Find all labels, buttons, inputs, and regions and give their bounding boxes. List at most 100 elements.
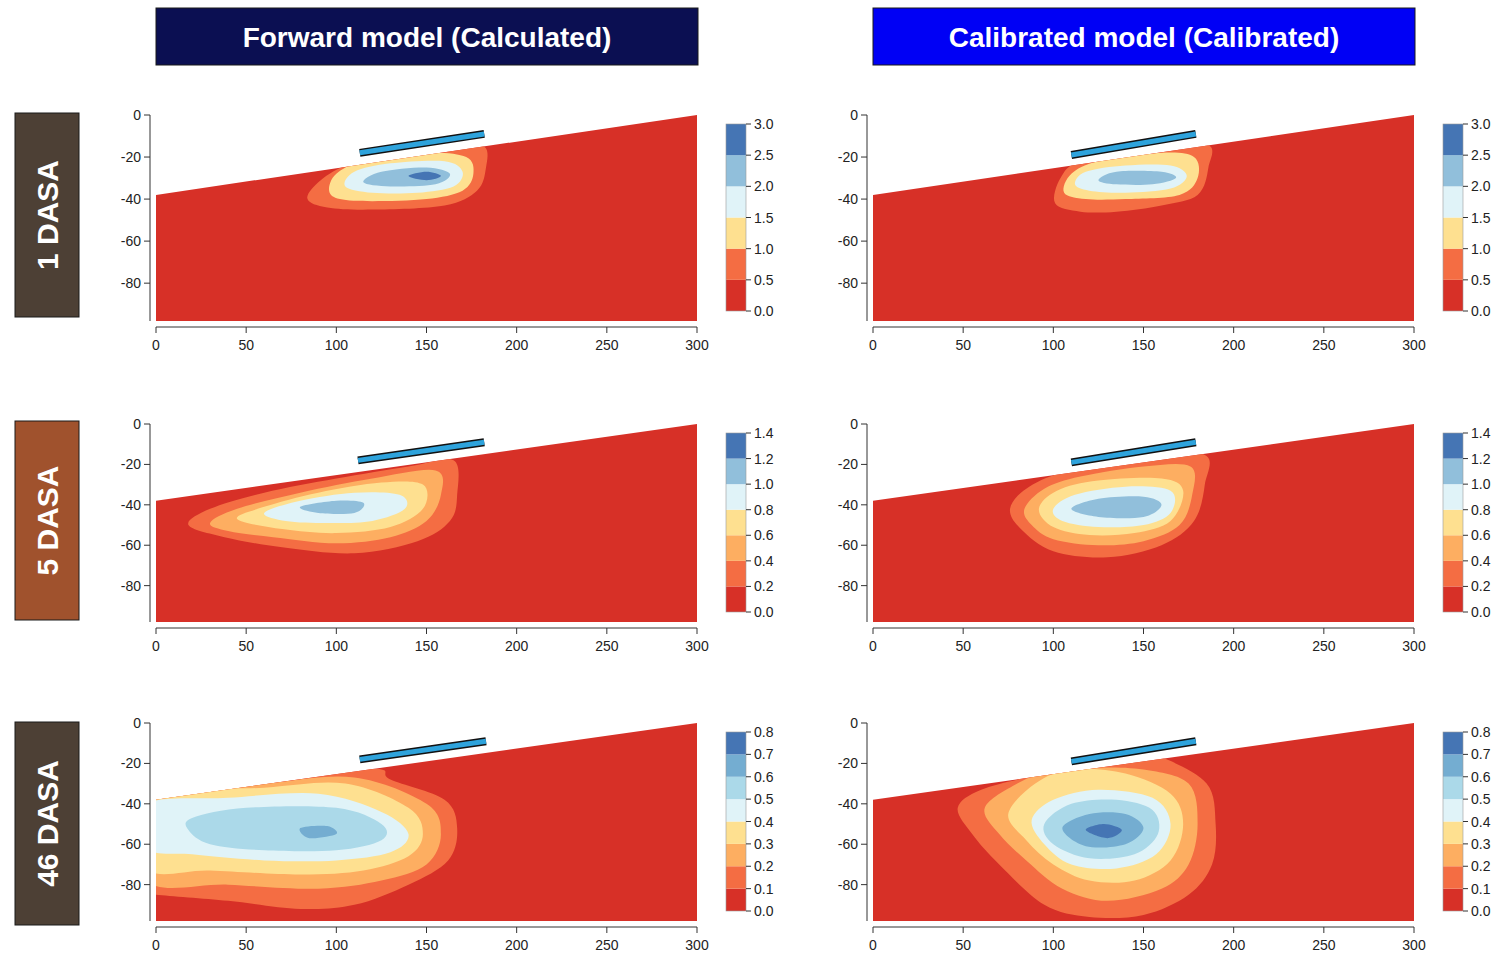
colorbar-cell bbox=[1443, 732, 1463, 754]
contour-region bbox=[188, 459, 458, 554]
colorbar: 0.00.10.20.30.40.50.60.70.8 bbox=[1443, 724, 1491, 919]
colorbar-cell bbox=[1443, 155, 1463, 186]
x-tick bbox=[1414, 327, 1415, 333]
x-tick-label: 250 bbox=[595, 937, 619, 953]
x-tick-label: 100 bbox=[1042, 638, 1066, 654]
emitter-bar bbox=[360, 134, 484, 153]
x-tick bbox=[246, 628, 247, 634]
x-tick bbox=[1233, 927, 1234, 933]
colorbar-tick bbox=[746, 612, 751, 613]
x-tick bbox=[697, 927, 698, 933]
colorbar-cell bbox=[726, 754, 746, 776]
colorbar-cell bbox=[726, 459, 746, 485]
emitter bbox=[358, 442, 484, 460]
x-tick-label: 300 bbox=[1402, 337, 1426, 353]
plot-area bbox=[873, 115, 1414, 321]
x-tick bbox=[246, 927, 247, 933]
contour-region bbox=[264, 492, 407, 523]
x-tick-label: 150 bbox=[1132, 337, 1156, 353]
x-tick bbox=[1143, 327, 1144, 333]
panel: 0-20-40-60-800501001502002503000.00.20.4… bbox=[121, 416, 774, 654]
colorbar-tick-label: 0.8 bbox=[1471, 502, 1491, 518]
contour-region bbox=[1039, 478, 1184, 536]
row-label-box bbox=[15, 722, 79, 925]
plot-area bbox=[156, 115, 697, 321]
colorbar-tick-label: 0.0 bbox=[1471, 604, 1491, 620]
x-tick-label: 50 bbox=[955, 937, 971, 953]
y-tick bbox=[861, 723, 867, 724]
x-tick bbox=[156, 628, 157, 634]
colorbar-tick-label: 0.8 bbox=[1471, 724, 1491, 740]
colorbar-tick-label: 0.2 bbox=[1471, 578, 1491, 594]
emitter bbox=[360, 741, 486, 759]
colorbar: 0.00.51.01.52.02.53.0 bbox=[726, 116, 774, 319]
emitter-bar bbox=[1071, 134, 1195, 155]
contour-region bbox=[1008, 769, 1183, 883]
x-tick-label: 0 bbox=[869, 638, 877, 654]
colorbar-tick-label: 1.0 bbox=[754, 241, 774, 257]
colorbar-tick bbox=[746, 776, 751, 777]
x-tick bbox=[606, 327, 607, 333]
colorbar-tick-label: 2.0 bbox=[1471, 178, 1491, 194]
colorbar-cell bbox=[726, 433, 746, 459]
y-tick bbox=[861, 157, 867, 158]
colorbar-tick bbox=[1463, 560, 1468, 561]
x-tick-label: 100 bbox=[325, 337, 349, 353]
x-tick-label: 100 bbox=[325, 937, 349, 953]
y-tick bbox=[861, 115, 867, 116]
x-tick bbox=[963, 327, 964, 333]
x-tick-label: 200 bbox=[1222, 638, 1246, 654]
y-tick-label: -80 bbox=[121, 275, 141, 291]
colorbar: 0.00.20.40.60.81.01.21.4 bbox=[1443, 425, 1491, 620]
y-tick-label: -60 bbox=[121, 233, 141, 249]
y-tick bbox=[144, 283, 150, 284]
contour-region bbox=[1063, 153, 1199, 200]
y-tick-label: -60 bbox=[838, 537, 858, 553]
x-tick-label: 250 bbox=[1312, 337, 1336, 353]
colorbar-cell bbox=[1443, 799, 1463, 821]
colorbar-tick-label: 0.8 bbox=[754, 502, 774, 518]
colorbar-frame bbox=[1443, 433, 1463, 612]
colorbar-tick bbox=[746, 279, 751, 280]
x-tick-label: 100 bbox=[1042, 337, 1066, 353]
y-tick-label: -80 bbox=[121, 578, 141, 594]
y-tick bbox=[144, 763, 150, 764]
ground-surface bbox=[156, 115, 697, 321]
colorbar-tick bbox=[1463, 821, 1468, 822]
x-tick bbox=[336, 628, 337, 634]
colorbar-tick bbox=[1463, 155, 1468, 156]
x-tick-label: 300 bbox=[685, 337, 709, 353]
x-tick bbox=[1233, 327, 1234, 333]
colorbar-frame bbox=[726, 433, 746, 612]
contour-group bbox=[188, 459, 458, 554]
x-tick-label: 50 bbox=[238, 937, 254, 953]
colorbar-tick bbox=[746, 732, 751, 733]
y-tick-label: 0 bbox=[133, 715, 141, 731]
x-tick-label: 200 bbox=[505, 638, 529, 654]
emitter-bar bbox=[1071, 741, 1195, 761]
figure: Forward model (Calculated)Calibrated mod… bbox=[0, 0, 1506, 962]
y-tick-label: -20 bbox=[838, 149, 858, 165]
x-tick-label: 150 bbox=[415, 337, 439, 353]
y-axis-line bbox=[867, 115, 868, 321]
contour-region bbox=[1024, 464, 1195, 545]
x-tick-label: 50 bbox=[238, 337, 254, 353]
colorbar-tick bbox=[1463, 186, 1468, 187]
colorbar-cell bbox=[1443, 822, 1463, 844]
colorbar-tick bbox=[746, 248, 751, 249]
colorbar-tick-label: 0.5 bbox=[1471, 791, 1491, 807]
x-tick-label: 50 bbox=[955, 337, 971, 353]
panel: 0-20-40-60-800501001502002503000.00.51.0… bbox=[121, 107, 774, 353]
colorbar-tick bbox=[1463, 279, 1468, 280]
colorbar-tick bbox=[746, 484, 751, 485]
colorbar-tick-label: 3.0 bbox=[1471, 116, 1491, 132]
x-tick-label: 300 bbox=[685, 638, 709, 654]
y-tick-label: 0 bbox=[850, 107, 858, 123]
colorbar-tick bbox=[746, 799, 751, 800]
colorbar-cell bbox=[726, 866, 746, 888]
colorbar-tick-label: 0.0 bbox=[754, 604, 774, 620]
colorbar-tick-label: 0.4 bbox=[1471, 553, 1491, 569]
colorbar-tick-label: 0.7 bbox=[1471, 746, 1491, 762]
contour-region bbox=[210, 470, 443, 543]
colorbar-tick bbox=[1463, 612, 1468, 613]
